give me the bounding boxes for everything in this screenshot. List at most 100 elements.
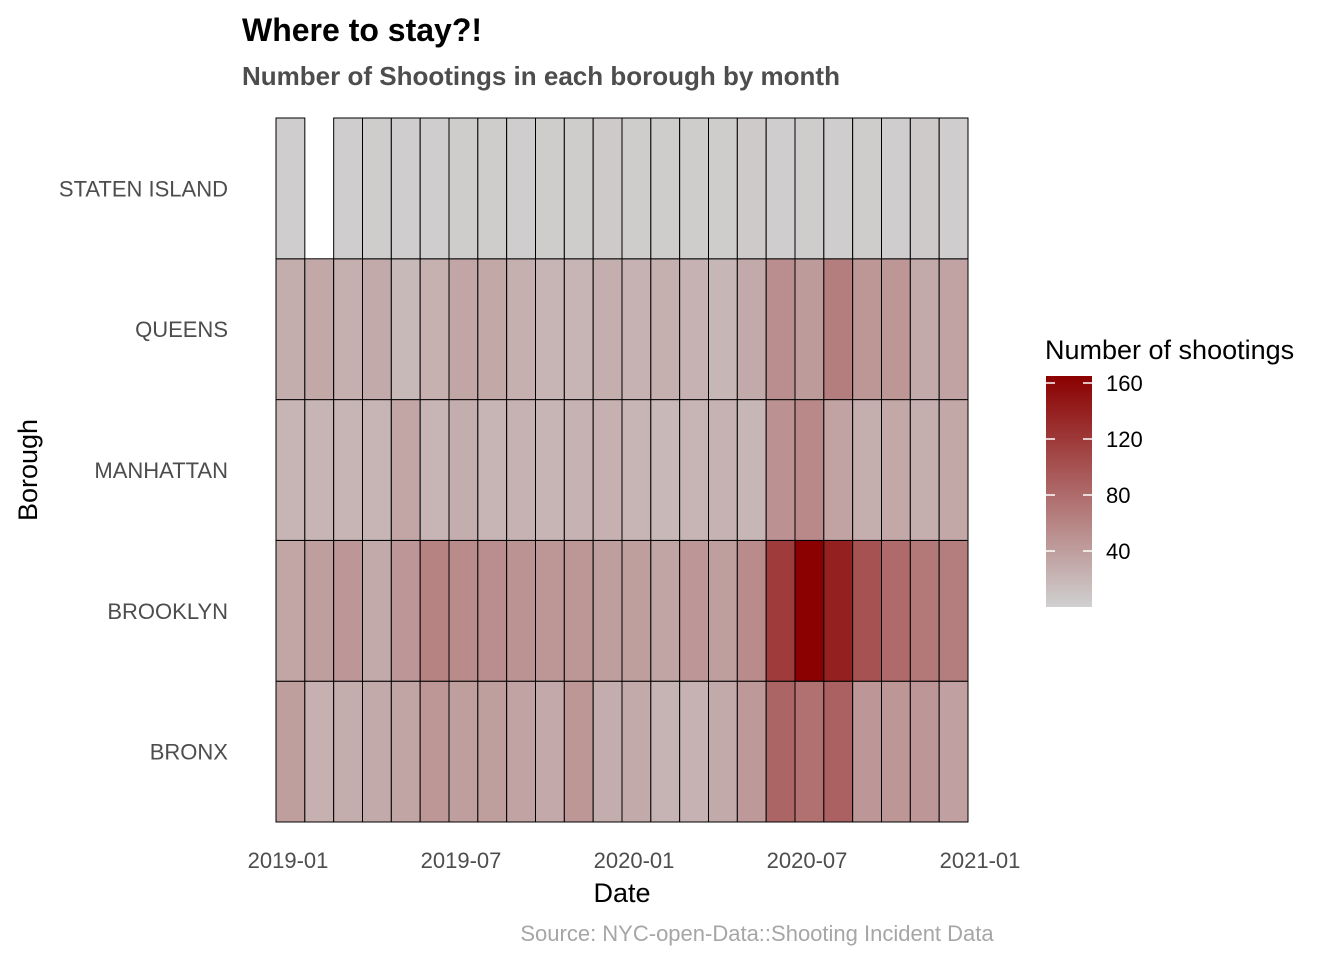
heatmap-cell	[304, 258, 335, 401]
heatmap-cell	[535, 117, 565, 260]
heatmap-cell	[679, 399, 709, 541]
heatmap-cell	[938, 539, 969, 682]
heatmap-cell	[448, 117, 479, 260]
heatmap-cell	[592, 680, 623, 823]
heatmap-cell	[794, 117, 825, 260]
heatmap-cell	[333, 539, 364, 682]
heatmap-cell	[823, 680, 854, 823]
heatmap-cell	[852, 539, 882, 682]
heatmap-cell	[794, 680, 825, 823]
heatmap-cell	[621, 399, 652, 541]
heatmap-cell	[419, 399, 450, 541]
heatmap-cell	[563, 258, 594, 401]
heatmap-cell	[708, 680, 738, 823]
legend-ticks: 40 80 120 160	[1046, 371, 1143, 564]
y-tick-label: STATEN ISLAND	[59, 176, 228, 201]
x-tick-label: 2021-01	[940, 848, 1021, 873]
heatmap-cell	[535, 258, 565, 401]
heatmap-cell	[563, 539, 594, 682]
heatmap-cell	[419, 539, 450, 682]
heatmap-cell	[448, 258, 479, 401]
heatmap-cell	[419, 258, 450, 401]
heatmap-cell	[823, 117, 854, 260]
heatmap-cell	[909, 680, 940, 823]
heatmap-cell	[448, 539, 479, 682]
heatmap-cell	[477, 117, 508, 260]
heatmap-cell	[650, 680, 681, 823]
heatmap-cell	[477, 539, 508, 682]
heatmap-cell	[477, 680, 508, 823]
heatmap-cell	[477, 399, 508, 541]
heatmap-cell	[448, 399, 479, 541]
heatmap-cell	[708, 539, 738, 682]
heatmap-cell	[304, 680, 335, 823]
heatmap-cell	[275, 258, 306, 401]
heatmap-cell	[938, 258, 969, 401]
heatmap-cell	[419, 117, 450, 260]
heatmap-cell	[881, 680, 911, 823]
heatmap-cell	[938, 117, 969, 260]
heatmap-cell	[881, 117, 911, 260]
x-tick-label: 2019-07	[421, 848, 502, 873]
heatmap-cell	[852, 117, 882, 260]
heatmap-cell	[362, 399, 392, 541]
heatmap-cell	[506, 680, 537, 823]
x-axis-ticks: 2019-01 2019-07 2020-01 2020-07 2021-01	[248, 848, 1021, 873]
heatmap-cell	[909, 258, 940, 401]
heatmap-cell	[679, 117, 709, 260]
heatmap-cell	[362, 680, 392, 823]
heatmap-cell	[679, 258, 709, 401]
heatmap-cell	[765, 117, 796, 260]
legend-tick-label: 80	[1106, 483, 1130, 508]
x-tick-label: 2020-01	[594, 848, 675, 873]
heatmap-cell	[679, 539, 709, 682]
heatmap-cell	[794, 399, 825, 541]
heatmap-cell	[333, 399, 364, 541]
legend-title: Number of shootings	[1045, 335, 1294, 365]
legend-colorbar	[1046, 376, 1092, 607]
heatmap-cell	[390, 680, 421, 823]
heatmap-cell	[852, 399, 882, 541]
heatmap-cell	[621, 680, 652, 823]
heatmap-cell	[794, 539, 825, 682]
heatmap-cell	[333, 117, 364, 260]
heatmap-cell	[708, 258, 738, 401]
heatmap-cell	[736, 539, 767, 682]
y-axis-title: Borough	[13, 419, 43, 521]
heatmap-cell	[765, 680, 796, 823]
heatmap-cell	[881, 399, 911, 541]
heatmap-cell	[650, 117, 681, 260]
heatmap-cell	[362, 258, 392, 401]
heatmap-cell	[390, 117, 421, 260]
heatmap-cell	[736, 258, 767, 401]
heatmap-cell	[794, 258, 825, 401]
heatmap-cell	[535, 680, 565, 823]
heatmap-cell	[563, 399, 594, 541]
heatmap-cell	[650, 539, 681, 682]
heatmap-cell	[736, 399, 767, 541]
chart-title: Where to stay?!	[242, 12, 482, 48]
heatmap-cell	[852, 680, 882, 823]
heatmap-cell	[823, 539, 854, 682]
x-tick-label: 2019-01	[248, 848, 329, 873]
heatmap-cell	[275, 539, 306, 682]
heatmap-cell	[362, 117, 392, 260]
heatmap-cell	[333, 680, 364, 823]
heatmap-cell	[275, 680, 306, 823]
heatmap-cell	[592, 399, 623, 541]
heatmap-cell	[708, 117, 738, 260]
y-tick-label: MANHATTAN	[94, 458, 228, 483]
heatmap-cell	[650, 399, 681, 541]
y-tick-label: BRONX	[150, 740, 229, 765]
heatmap-cell	[275, 399, 306, 541]
heatmap-cell	[506, 258, 537, 401]
heatmap-cell	[708, 399, 738, 541]
heatmap-cell	[881, 258, 911, 401]
heatmap-cell	[909, 117, 940, 260]
x-axis-title: Date	[593, 878, 650, 908]
heatmap-cell	[765, 399, 796, 541]
legend-tick-label: 120	[1106, 427, 1143, 452]
legend-tick-label: 40	[1106, 539, 1130, 564]
heatmap-cell	[275, 117, 306, 260]
